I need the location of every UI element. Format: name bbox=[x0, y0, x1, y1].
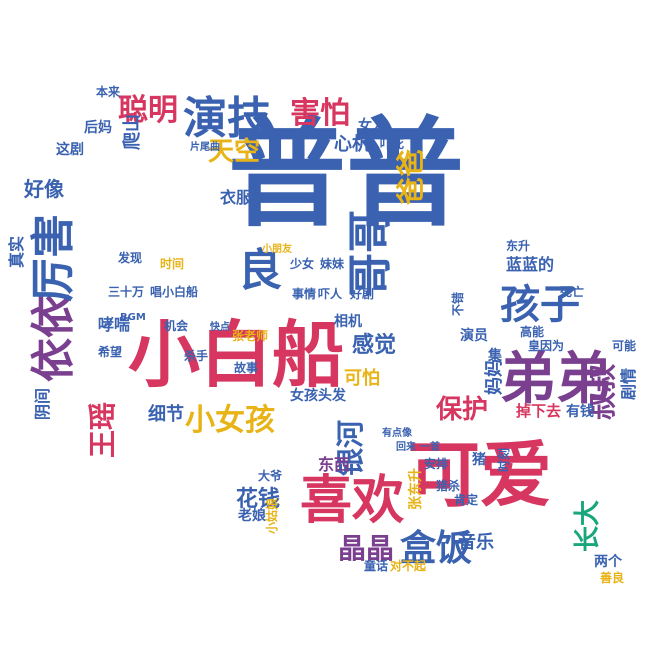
word: 喜欢 bbox=[300, 471, 404, 531]
word: 弟弟 bbox=[500, 347, 612, 412]
word: 厉害 bbox=[28, 214, 79, 302]
word: 晶晶 bbox=[338, 532, 394, 565]
word: 童话 bbox=[364, 558, 388, 573]
word: 希望 bbox=[97, 344, 122, 359]
word: BGM bbox=[120, 312, 146, 323]
word: 有钱 bbox=[566, 403, 594, 420]
word: 王瑶 bbox=[86, 402, 119, 458]
word: 猎杀 bbox=[436, 478, 460, 493]
word: 爬山 bbox=[121, 114, 143, 150]
word: 回来 bbox=[396, 440, 417, 453]
word: 大爷 bbox=[258, 468, 283, 483]
word: 小白船 bbox=[128, 313, 344, 397]
word: 演员 bbox=[460, 327, 488, 344]
word: 老娘 bbox=[238, 507, 267, 524]
word: 长大 bbox=[573, 500, 603, 552]
word: 时刻 bbox=[496, 448, 511, 472]
word: 可爱 bbox=[408, 433, 552, 517]
word: 蓝蓝的 bbox=[506, 255, 554, 274]
word: 杀手 bbox=[184, 348, 208, 363]
word: 感觉 bbox=[352, 332, 396, 358]
word: 机会 bbox=[164, 318, 189, 333]
word: 两个 bbox=[594, 553, 623, 570]
word: 时间 bbox=[160, 256, 184, 271]
word: 集 bbox=[487, 347, 503, 364]
word: 有点像 bbox=[382, 426, 413, 439]
word: 小朋友 bbox=[261, 242, 292, 255]
word: 后妈 bbox=[84, 119, 112, 136]
word: 相机 bbox=[334, 313, 362, 330]
word: 可怕 bbox=[344, 367, 380, 389]
word: 女孩头发 bbox=[290, 387, 347, 404]
word: 小女孩 bbox=[185, 403, 275, 438]
word: 剧情 bbox=[619, 368, 638, 400]
word: 心机 bbox=[334, 134, 370, 155]
word: 对不起 bbox=[390, 558, 427, 573]
word: 普普 bbox=[228, 105, 464, 243]
word: 少女 bbox=[289, 256, 314, 271]
word: 高能 bbox=[520, 324, 544, 339]
word: 张东升 bbox=[407, 468, 424, 510]
word: 保护 bbox=[435, 395, 488, 425]
word: 哮喘 bbox=[98, 315, 130, 334]
word: 女人 bbox=[358, 117, 387, 134]
word: 发现 bbox=[117, 250, 142, 265]
word: 东西 bbox=[318, 455, 350, 474]
word: 三十万 bbox=[108, 284, 144, 299]
word: 事情 bbox=[292, 286, 316, 301]
word: 死亡 bbox=[560, 284, 584, 299]
word: 快点 bbox=[209, 320, 230, 333]
word: 片尾曲 bbox=[190, 140, 220, 153]
word: 安排 bbox=[424, 456, 448, 471]
word: 张老师 bbox=[232, 328, 268, 343]
word: 依依 bbox=[28, 294, 79, 382]
word: 吓人 bbox=[318, 286, 343, 301]
word: 不错 bbox=[450, 292, 465, 316]
word: 真实 bbox=[7, 236, 26, 268]
word: 害怕 bbox=[290, 96, 350, 131]
word: 爸爸 bbox=[394, 149, 427, 206]
word: 孩子 bbox=[500, 282, 580, 328]
word: 哥哥 bbox=[345, 209, 396, 297]
word: 东升 bbox=[506, 238, 530, 253]
word: 花钱 bbox=[236, 486, 280, 512]
word: 这剧 bbox=[56, 141, 84, 158]
word: 唱小白船 bbox=[150, 284, 198, 299]
word: 聪明 bbox=[118, 93, 178, 128]
word: 妈妈 bbox=[484, 359, 505, 395]
word: 猪 bbox=[471, 451, 486, 468]
word: 叔叔 bbox=[586, 363, 619, 420]
word: 一首 bbox=[420, 440, 440, 453]
word: 银河 bbox=[334, 420, 367, 476]
word: 天空 bbox=[208, 136, 260, 167]
word: 好剧 bbox=[349, 286, 374, 301]
word: 演技 bbox=[183, 93, 271, 144]
word: 衣服 bbox=[220, 188, 253, 207]
word: 好像 bbox=[23, 177, 65, 201]
word: 妹妹 bbox=[319, 256, 345, 271]
word: 细节 bbox=[148, 403, 184, 425]
word: 皇因为 bbox=[528, 338, 564, 353]
word: 小姑娘 bbox=[264, 498, 279, 534]
word: 良 bbox=[238, 245, 282, 296]
word: 肯定 bbox=[454, 492, 478, 507]
word: 阴间 bbox=[33, 388, 52, 420]
word: 盒饭 bbox=[400, 528, 472, 569]
word: 掉下去 bbox=[516, 402, 561, 420]
word: 可能 bbox=[612, 338, 636, 353]
word: 故事 bbox=[234, 360, 258, 375]
word: 善良 bbox=[600, 570, 624, 585]
word: 音乐 bbox=[458, 531, 494, 553]
word: 吓死 bbox=[380, 137, 404, 151]
word: 本来 bbox=[96, 84, 121, 99]
